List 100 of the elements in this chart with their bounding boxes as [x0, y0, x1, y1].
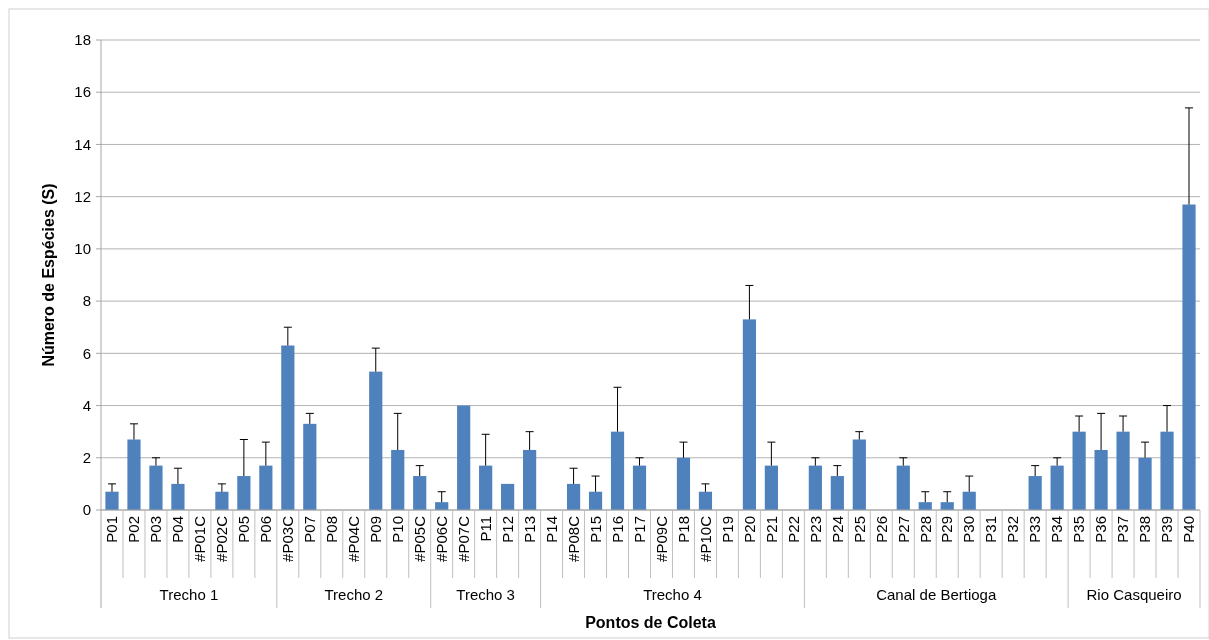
x-tick-label: P40 [1180, 516, 1198, 543]
bar [698, 491, 713, 510]
x-tick-label: P31 [982, 516, 1000, 543]
x-tick-label: P15 [586, 516, 604, 543]
y-tick-label: 6 [82, 344, 91, 362]
bar [281, 345, 295, 510]
bar [962, 491, 976, 510]
x-tick-label: P20 [740, 516, 758, 543]
bar [479, 465, 493, 510]
x-tick-label: P05 [235, 516, 253, 543]
bar [1094, 449, 1108, 510]
x-tick-label: #P09C [652, 515, 670, 562]
bar [105, 491, 119, 510]
text: Canal de Bertioga [876, 586, 997, 603]
bar [1160, 431, 1174, 510]
bar [632, 465, 647, 510]
x-axis-title: Pontos de Coleta [585, 614, 716, 631]
x-tick-label: P21 [762, 516, 780, 543]
bar [457, 405, 471, 510]
text: Trecho 3 [456, 586, 515, 603]
x-tick-label: P38 [1136, 516, 1154, 543]
y-tick-label: 8 [82, 292, 91, 310]
x-tick-label: #P04C [345, 515, 363, 562]
bar [391, 449, 405, 510]
bar [1116, 431, 1130, 510]
y-axis-title: Número de Espécies (S) [40, 183, 57, 367]
y-tick-label: 12 [74, 187, 91, 205]
x-tick-label: #P02C [213, 515, 231, 562]
x-tick-label: P22 [784, 516, 802, 543]
x-tick-label: P10 [388, 516, 406, 543]
x-tick-label: P11 [476, 516, 494, 542]
bar [413, 476, 427, 510]
bar [1028, 476, 1042, 510]
y-tick-label: 4 [82, 396, 91, 414]
x-tick-label: #P05C [410, 515, 428, 562]
x-tick-label: #P06C [432, 515, 450, 562]
x-tick-label: P32 [1004, 516, 1022, 543]
x-tick-label: P01 [103, 516, 121, 543]
x-tick-label: P18 [674, 516, 692, 543]
bar [808, 465, 822, 510]
bar [149, 465, 163, 510]
x-tick-label: P33 [1026, 516, 1044, 543]
bar [676, 457, 691, 510]
x-tick-label: P26 [872, 516, 890, 543]
x-tick-label: P39 [1158, 516, 1176, 543]
y-tick-label: 14 [74, 135, 91, 153]
text: Rio Casqueiro [1086, 586, 1182, 603]
x-tick-label: P25 [850, 516, 868, 543]
x-tick-label: #P07C [454, 515, 472, 562]
x-tick-label: P35 [1070, 516, 1088, 543]
x-tick-label: #P03C [279, 515, 297, 562]
bar [215, 491, 229, 510]
bar [303, 423, 317, 510]
bar [1050, 465, 1064, 510]
bar [369, 371, 383, 510]
x-tick-label: P13 [520, 516, 538, 543]
bar [566, 483, 581, 510]
bar [742, 319, 756, 510]
x-tick-label: P17 [630, 516, 648, 543]
x-tick-label: P28 [916, 516, 934, 543]
x-tick-label: P04 [169, 516, 187, 543]
bar [1072, 431, 1086, 510]
text: Trecho 4 [643, 586, 702, 603]
bar [501, 483, 515, 510]
x-tick-label: P09 [367, 516, 384, 543]
x-tick-label: P08 [323, 516, 341, 543]
text: Trecho 1 [159, 586, 219, 603]
bar [588, 491, 603, 510]
x-tick-label: P23 [806, 516, 824, 543]
x-tick-label: P02 [125, 516, 143, 543]
bar [896, 465, 910, 510]
x-tick-label: P36 [1092, 516, 1110, 543]
x-tick-label: P34 [1048, 516, 1066, 543]
x-tick-label: P14 [542, 516, 560, 543]
x-tick-label: P30 [960, 516, 978, 543]
bar [1182, 204, 1196, 510]
x-tick-label: #P08C [564, 515, 582, 562]
x-tick-label: P37 [1114, 516, 1132, 543]
y-tick-label: 10 [74, 240, 91, 258]
x-tick-label: P03 [147, 516, 165, 543]
x-tick-label: P06 [257, 516, 275, 543]
bar [259, 465, 273, 510]
bar [764, 465, 778, 510]
x-tick-label: #P10C [696, 515, 714, 562]
x-tick-label: P29 [938, 516, 956, 543]
x-tick-label: P24 [828, 516, 846, 543]
bar [610, 431, 625, 510]
x-tick-label: P27 [894, 516, 912, 543]
x-tick-label: P07 [301, 516, 319, 543]
bar [830, 476, 844, 510]
bar [1138, 457, 1152, 510]
x-tick-label: P12 [498, 516, 516, 543]
y-tick-label: 18 [74, 31, 91, 49]
x-tick-label: #P01C [191, 515, 209, 562]
text: Trecho 2 [324, 586, 384, 603]
bar [852, 439, 866, 510]
x-tick-label: P16 [608, 516, 626, 543]
bar [171, 483, 185, 510]
y-tick-label: 16 [74, 83, 91, 101]
y-tick-label: 2 [82, 449, 91, 467]
